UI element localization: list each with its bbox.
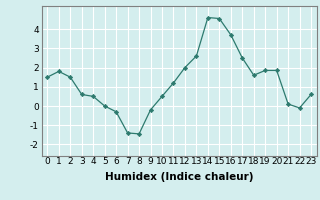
X-axis label: Humidex (Indice chaleur): Humidex (Indice chaleur) (105, 172, 253, 182)
